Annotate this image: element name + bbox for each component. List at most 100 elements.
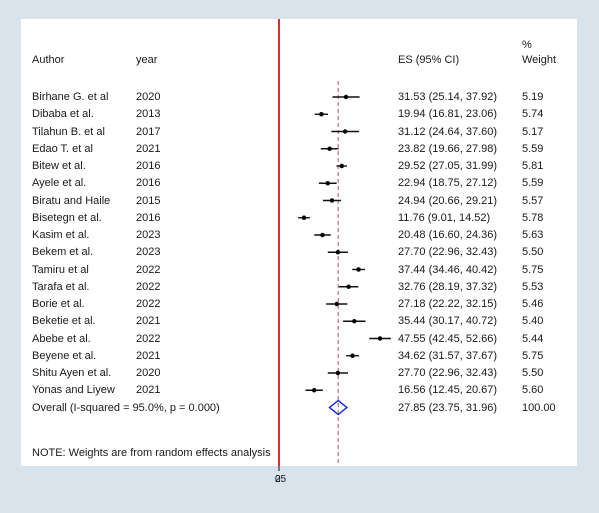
study-effect-ci: 20.48 (16.60, 24.36) xyxy=(398,229,498,241)
overall-weight: 100.00 xyxy=(522,401,556,414)
study-author: Bisetegn et al. xyxy=(32,211,102,224)
study-effect-ci: 22.94 (18.75, 27.12) xyxy=(398,177,498,190)
study-weight: 5.44 xyxy=(522,332,544,345)
study-effect-ci: 23.82 (19.66, 27.98) xyxy=(398,142,498,155)
study-year: 2022 xyxy=(136,263,161,276)
study-weight: 5.81 xyxy=(522,160,544,172)
study-point-estimate xyxy=(335,370,341,376)
study-point-estimate xyxy=(377,336,383,341)
study-point-estimate xyxy=(329,198,335,203)
study-author: Ayele et al. xyxy=(32,177,87,190)
study-year: 2023 xyxy=(136,229,161,241)
study-point-estimate xyxy=(311,388,317,393)
study-point-estimate xyxy=(352,319,357,324)
study-effect-ci: 37.44 (34.46, 40.42) xyxy=(398,263,498,276)
study-year: 2021 xyxy=(136,384,161,397)
study-author: Yonas and Liyew xyxy=(32,384,115,397)
study-year: 2023 xyxy=(136,246,161,259)
overall-effect-ci: 27.85 (23.75, 31.96) xyxy=(398,401,498,414)
study-author: Bitew et al. xyxy=(32,160,86,172)
study-year: 2021 xyxy=(136,142,161,155)
study-author: Tamiru et al xyxy=(32,263,89,276)
study-weight: 5.59 xyxy=(522,142,544,155)
study-author: Beketie et al. xyxy=(32,315,96,328)
study-effect-ci: 32.76 (28.19, 37.32) xyxy=(398,280,498,293)
study-year: 2017 xyxy=(136,125,161,138)
study-author: Tilahun B. et al xyxy=(32,125,105,138)
study-author: Dibaba et al. xyxy=(32,108,94,121)
overall-diamond xyxy=(328,399,349,416)
author-header: Author xyxy=(32,54,65,66)
study-point-estimate xyxy=(327,146,332,151)
weights-note: NOTE: Weights are from random effects an… xyxy=(32,447,271,459)
year-header: year xyxy=(136,54,158,66)
study-author: Abebe et al. xyxy=(32,332,91,345)
study-weight: 5.60 xyxy=(522,384,544,397)
x-tick-label: 25 xyxy=(275,474,287,485)
study-point-estimate xyxy=(301,215,307,220)
study-year: 2022 xyxy=(136,298,161,310)
study-year: 2022 xyxy=(136,332,161,345)
study-effect-ci: 11.76 (9.01, 14.52) xyxy=(398,211,491,224)
study-year: 2020 xyxy=(136,367,161,379)
study-author: Tarafa et al. xyxy=(32,280,90,293)
study-point-estimate xyxy=(343,94,349,100)
weight-header: Weight xyxy=(522,54,557,66)
study-effect-ci: 47.55 (42.45, 52.66) xyxy=(398,332,498,345)
study-year: 2013 xyxy=(136,108,161,121)
study-author: Birhane G. et al xyxy=(32,91,109,103)
study-weight: 5.59 xyxy=(522,177,544,190)
study-weight: 5.40 xyxy=(522,315,544,328)
study-point-estimate xyxy=(319,112,324,117)
study-point-estimate xyxy=(350,353,355,358)
study-point-estimate xyxy=(356,267,361,272)
study-effect-ci: 27.18 (22.22, 32.15) xyxy=(398,298,498,310)
study-point-estimate xyxy=(325,181,330,186)
x-tick-label: 0 xyxy=(275,474,281,485)
study-effect-ci: 35.44 (30.17, 40.72) xyxy=(398,315,498,328)
study-effect-ci: 19.94 (16.81, 23.06) xyxy=(398,108,498,121)
study-effect-ci: 16.56 (12.45, 20.67) xyxy=(398,384,498,397)
study-point-estimate xyxy=(320,232,325,238)
study-year: 2016 xyxy=(136,177,161,190)
study-point-estimate xyxy=(342,129,348,134)
study-weight: 5.78 xyxy=(522,211,544,224)
study-author: Borie et al. xyxy=(32,298,85,310)
study-author: Biratu and Haile xyxy=(32,194,111,207)
study-author: Kasim et al. xyxy=(32,229,90,241)
study-effect-ci: 31.53 (25.14, 37.92) xyxy=(398,91,498,103)
study-weight: 5.19 xyxy=(522,91,544,103)
study-year: 2021 xyxy=(136,315,161,328)
study-year: 2016 xyxy=(136,211,161,224)
study-weight: 5.53 xyxy=(522,280,544,293)
study-effect-ci: 24.94 (20.66, 29.21) xyxy=(398,194,498,207)
study-author: Beyene et al. xyxy=(32,349,97,362)
study-year: 2021 xyxy=(136,349,161,362)
study-point-estimate xyxy=(334,301,339,307)
chart-panel xyxy=(21,19,577,466)
study-effect-ci: 29.52 (27.05, 31.99) xyxy=(398,160,498,172)
study-effect-ci: 27.70 (22.96, 32.43) xyxy=(398,367,498,379)
study-point-estimate xyxy=(335,250,341,255)
study-year: 2015 xyxy=(136,194,161,207)
study-author: Edao T. et al xyxy=(32,142,93,155)
overall-label: Overall (I-squared = 95.0%, p = 0.000) xyxy=(32,401,220,414)
study-weight: 5.75 xyxy=(522,349,544,362)
study-weight: 5.17 xyxy=(522,125,544,138)
study-author: Shitu Ayen et al. xyxy=(32,367,112,379)
study-year: 2022 xyxy=(136,280,161,293)
study-weight: 5.50 xyxy=(522,367,544,379)
study-author: Bekem et al. xyxy=(32,246,94,259)
es-header: ES (95% CI) xyxy=(398,54,460,66)
study-year: 2016 xyxy=(136,160,161,172)
weight-percent-header: % xyxy=(522,39,532,51)
study-point-estimate xyxy=(339,163,344,169)
study-effect-ci: 31.12 (24.64, 37.60) xyxy=(398,125,498,138)
study-weight: 5.75 xyxy=(522,263,544,276)
study-weight: 5.50 xyxy=(522,246,544,259)
study-weight: 5.74 xyxy=(522,108,544,121)
study-effect-ci: 27.70 (22.96, 32.43) xyxy=(398,246,498,259)
study-weight: 5.46 xyxy=(522,298,544,310)
study-weight: 5.57 xyxy=(522,194,544,207)
